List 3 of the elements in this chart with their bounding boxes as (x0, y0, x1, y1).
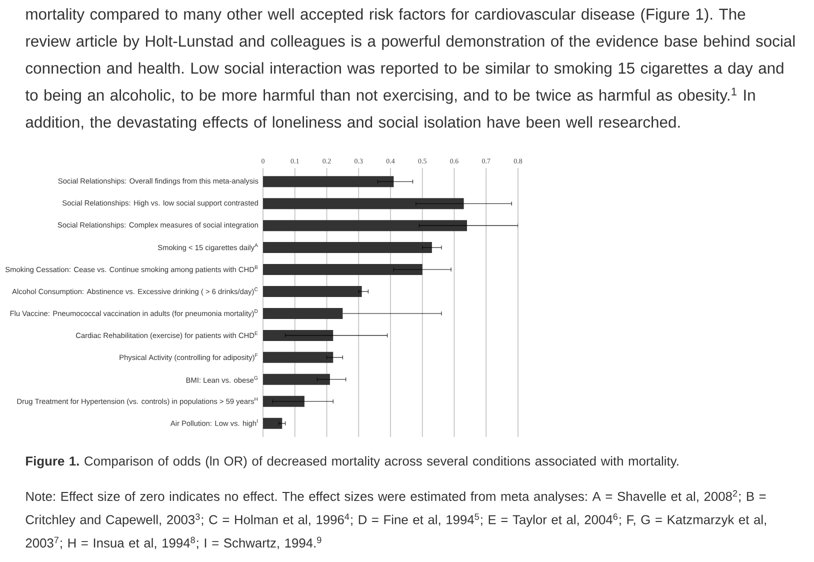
text: mortality compared to many other well accepted risk factors for cardiovascular disease (Figure 1). The review article by Holt-Lunstad and colleagues is a powerful demonstration of the evidence base behind social connection and health. Low social interaction was reported to be similar to smoking 15 cigarettes a day and to being an alcoholic, to be more harmful than not exercising, and to be twice as harmful as obesity.$^{1}$ In addition, the devastating effects of loneliness and social isolation have been well researched. (25, 8, 795, 131)
text: Figure 1. Comparison of odds (ln OR) of decreased mortality across several conditions associated with mortality. (26, 456, 678, 468)
text: Note: Effect size of zero indicates no effect. The effect sizes were estimated from meta analyses: A = Shavelle et al, 2008$^{2}$; B = Critchley and Capewell, 2003$^{3}$; C = Holman et al, 1996$^{4}$; D = Fine et al, 1994$^{5}$; E = Taylor et al, 2004$^{6}$; F, G = Katzmarzyk et al, 2003$^{7}$; H = Insua et al, 1994$^{8}$; I = Schwartz, 1994.$^{9}$ (26, 490, 766, 550)
